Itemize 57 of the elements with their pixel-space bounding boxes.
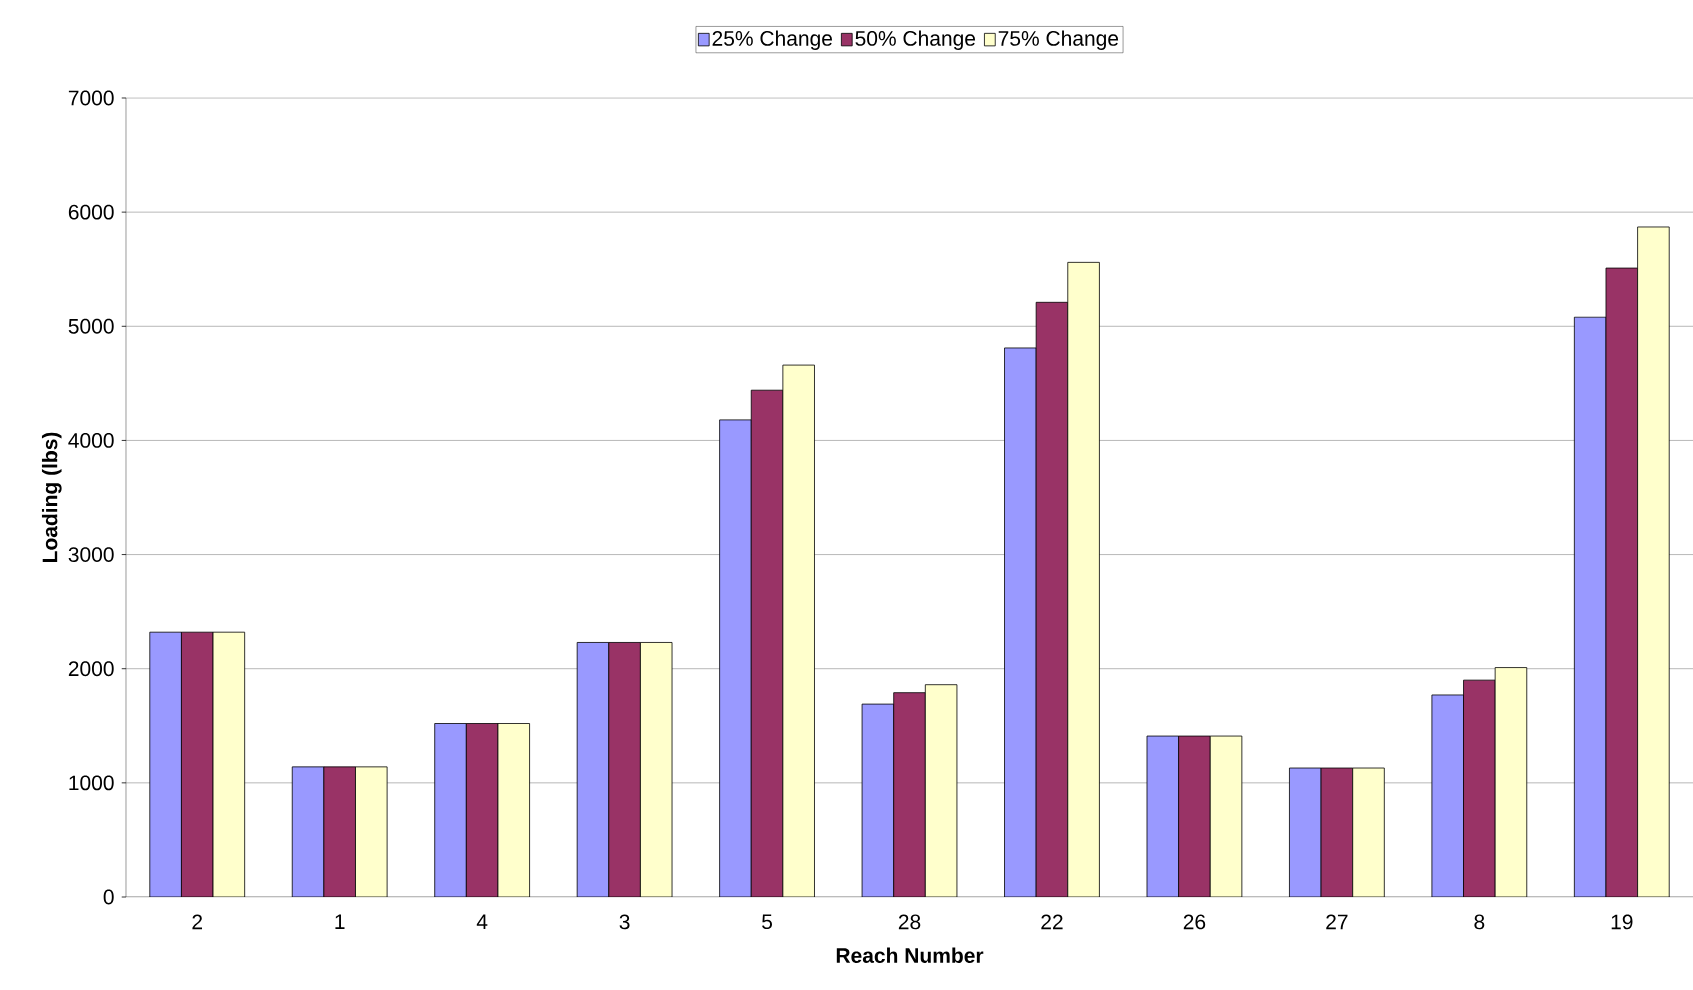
- y-tick-label: 5000: [68, 318, 114, 334]
- y-tick-label: 1000: [69, 775, 114, 791]
- bar: [292, 766, 324, 897]
- y-tick-label: 3000: [68, 547, 114, 562]
- bar: [323, 766, 356, 897]
- bar: [1146, 736, 1179, 897]
- y-tick-label: 0: [103, 889, 114, 905]
- bar: [608, 642, 641, 897]
- bar: [1004, 347, 1037, 897]
- bar: [1605, 267, 1639, 897]
- bar: [1210, 736, 1242, 897]
- bar: [893, 692, 926, 897]
- x-axis-title: Reach Number: [836, 947, 984, 963]
- bar: [640, 642, 673, 897]
- bar: [1289, 768, 1322, 897]
- x-tick-label: 22: [1041, 914, 1063, 930]
- y-tick-label: 4000: [68, 432, 114, 448]
- x-tick-label: 1: [335, 914, 345, 929]
- bar: [497, 723, 530, 897]
- bar: [181, 632, 214, 897]
- bar: [1321, 768, 1353, 897]
- bar: [1431, 694, 1464, 897]
- bar: [434, 723, 467, 897]
- y-tick-label: 2000: [68, 661, 114, 677]
- x-tick-label: 19: [1611, 914, 1633, 930]
- bar: [1067, 262, 1100, 897]
- bar: [577, 642, 609, 897]
- bar: [1637, 226, 1670, 897]
- x-tick-label: 3: [619, 914, 630, 930]
- x-tick-label: 5: [762, 914, 773, 930]
- bar: [925, 684, 957, 897]
- legend-label: 75% Change: [998, 30, 1119, 50]
- y-axis-title: Loading (lbs): [41, 432, 62, 562]
- bar: [1352, 768, 1385, 897]
- legend-label: 50% Change: [855, 30, 976, 50]
- y-tick-label: 7000: [68, 90, 114, 106]
- x-tick-label: 4: [476, 914, 488, 929]
- bar: [1178, 736, 1211, 897]
- bar: [1463, 680, 1496, 897]
- bar: [782, 365, 815, 897]
- bar: [862, 704, 894, 897]
- bar: [149, 632, 182, 897]
- bar: [213, 632, 245, 897]
- x-tick-label: 8: [1474, 914, 1485, 930]
- x-tick-label: 27: [1326, 914, 1348, 930]
- bar: [466, 723, 498, 897]
- bar: [1495, 667, 1527, 897]
- x-tick-label: 2: [192, 914, 203, 930]
- bar: [751, 390, 783, 897]
- bar: [719, 419, 752, 897]
- x-tick-label: 26: [1183, 914, 1206, 930]
- bar: [355, 766, 388, 897]
- x-tick-label: 28: [898, 914, 921, 930]
- y-tick-label: 6000: [68, 204, 114, 220]
- legend-label: 25% Change: [712, 30, 833, 50]
- bar: [1036, 302, 1068, 897]
- bar: [1573, 316, 1607, 897]
